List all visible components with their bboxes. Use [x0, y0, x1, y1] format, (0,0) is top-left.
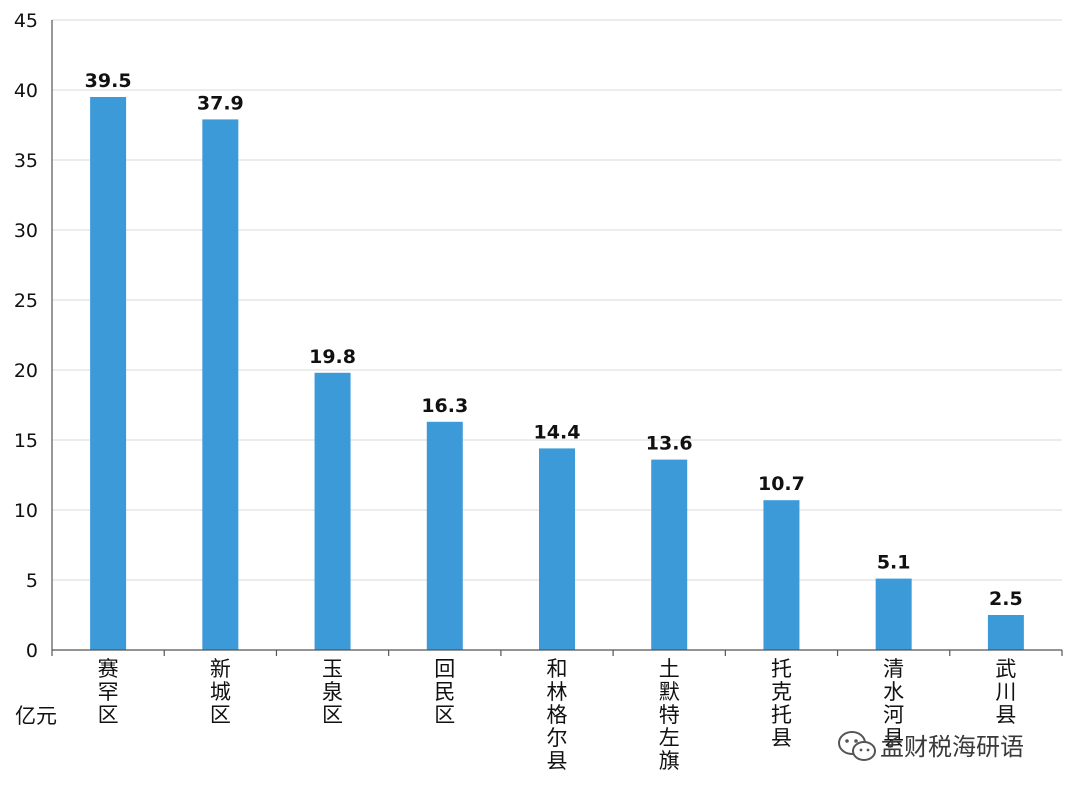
category-label: 土默特左旗 — [659, 657, 680, 773]
bar — [539, 448, 575, 650]
category-label: 武川县 — [995, 657, 1016, 727]
category-label: 回民区 — [434, 657, 455, 727]
y-tick-label: 15 — [14, 430, 38, 452]
category-label: 和林格尔县 — [547, 657, 568, 773]
y-tick-label: 35 — [14, 150, 38, 172]
category-label: 玉泉区 — [322, 657, 343, 727]
value-label: 5.1 — [877, 552, 911, 574]
value-label: 37.9 — [197, 92, 244, 114]
bar — [875, 578, 912, 650]
category-labels: 赛罕区 新城区 玉泉区 回民区 和林格尔县 土默特左旗 托克托县 清水河县 武川县 — [98, 657, 1017, 773]
y-axis-ticks: 0 5 10 15 20 25 30 35 40 45 — [14, 10, 38, 662]
y-tick-label: 40 — [14, 80, 38, 102]
value-label: 10.7 — [758, 473, 805, 495]
value-label: 14.4 — [534, 421, 581, 443]
y-tick-label: 5 — [26, 570, 38, 592]
y-tick-label: 20 — [14, 360, 38, 382]
category-label: 赛罕区 — [98, 657, 119, 727]
y-tick-label: 25 — [14, 290, 38, 312]
y-unit-label: 亿元 — [15, 704, 57, 728]
bar — [90, 97, 127, 650]
y-tick-label: 0 — [26, 640, 38, 662]
bar — [763, 500, 800, 650]
bars — [90, 97, 1024, 650]
bar — [202, 119, 239, 650]
value-labels: 39.5 37.9 19.8 16.3 14.4 13.6 10.7 5.1 2.5 — [85, 70, 1023, 610]
y-tick-label: 45 — [14, 10, 38, 32]
category-label: 新城区 — [210, 657, 231, 727]
value-label: 39.5 — [85, 70, 132, 92]
watermark: 孟财税海研语 — [838, 731, 1024, 761]
category-label: 清水河县 — [883, 657, 904, 750]
value-label: 2.5 — [989, 588, 1023, 610]
value-label: 16.3 — [421, 395, 468, 417]
y-tick-label: 10 — [14, 500, 38, 522]
bar — [987, 615, 1024, 650]
value-label: 13.6 — [646, 433, 693, 455]
bar — [314, 372, 351, 650]
bar — [651, 459, 688, 650]
bar — [426, 421, 463, 650]
axes — [51, 20, 1063, 656]
category-label: 托克托县 — [771, 657, 792, 750]
watermark-text: 孟财税海研语 — [880, 733, 1024, 761]
value-label: 19.8 — [309, 346, 356, 368]
y-tick-label: 30 — [14, 220, 38, 242]
wechat-icon — [838, 731, 876, 761]
